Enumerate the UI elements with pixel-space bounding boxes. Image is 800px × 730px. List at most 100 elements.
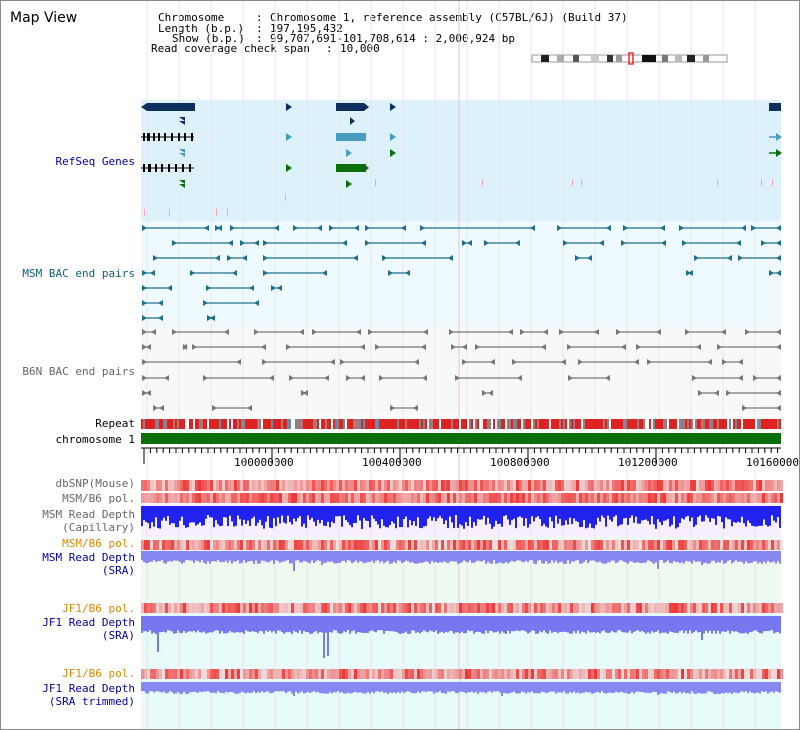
depth-bar (643, 682, 645, 693)
depth-bar (251, 551, 253, 562)
depth-bar (195, 551, 197, 561)
depth-bar (345, 551, 347, 563)
depth-bar (639, 551, 641, 564)
heat-cell (495, 493, 498, 503)
depth-bar (615, 506, 617, 516)
heat-cell (564, 669, 567, 679)
depth-bar (193, 682, 195, 692)
heat-cell (414, 480, 417, 491)
heat-cell (291, 603, 294, 613)
heat-cell (177, 493, 180, 503)
depth-bar (201, 682, 203, 693)
chromosome-ideogram[interactable] (531, 52, 728, 65)
depth-bar (197, 682, 199, 693)
depth-bar (643, 506, 645, 520)
bac-end-marker (330, 359, 335, 365)
heat-cell (321, 493, 324, 503)
heat-cell (564, 603, 567, 613)
depth-bar (381, 551, 383, 562)
depth-bar (313, 682, 315, 692)
depth-bar (559, 682, 561, 693)
depth-bar (419, 682, 421, 694)
heat-cell (564, 540, 567, 550)
heat-cell (576, 603, 579, 613)
depth-bar (615, 551, 617, 564)
heat-cell (321, 669, 324, 679)
repeat-element (321, 419, 323, 429)
depth-bar (423, 682, 425, 692)
heat-cell (318, 669, 321, 679)
depth-bar (255, 682, 257, 694)
depth-bar (585, 682, 587, 692)
bac-end-marker (423, 329, 428, 335)
heat-cell (231, 669, 234, 679)
track-label-msm-pol-1: MSM/B6 pol. (62, 492, 135, 505)
depth-bar (563, 616, 565, 632)
depth-bar (499, 616, 501, 634)
heat-cell (324, 669, 327, 679)
depth-bar (649, 682, 651, 694)
depth-bar (731, 682, 733, 694)
depth-bar (417, 551, 419, 564)
heat-cell (180, 603, 183, 613)
depth-bar (673, 682, 675, 692)
depth-bar (549, 551, 551, 564)
heat-cell (276, 540, 279, 550)
bac-end-marker (482, 390, 487, 396)
heat-cell (441, 669, 444, 679)
depth-bar (475, 551, 477, 562)
heat-cell (681, 540, 684, 550)
heat-cell (249, 669, 252, 679)
depth-bar (755, 551, 757, 562)
depth-bar (641, 682, 643, 693)
heat-cell (462, 493, 465, 503)
heat-cell (162, 493, 165, 503)
depth-bar (637, 682, 639, 692)
heat-cell (201, 603, 204, 613)
repeat-element (615, 419, 617, 429)
heat-cell (174, 493, 177, 503)
heat-cell (477, 493, 480, 503)
heat-cell (774, 480, 777, 491)
msm-bac-end-pairs-track[interactable] (142, 225, 781, 321)
depth-bar (681, 616, 683, 631)
depth-bar (297, 682, 299, 694)
heat-cell (312, 540, 315, 550)
heat-cell (669, 669, 672, 679)
heat-cell (189, 540, 192, 550)
heat-cell (708, 540, 711, 550)
depth-bar (573, 682, 575, 692)
heat-cell (519, 603, 522, 613)
depth-bar (513, 551, 515, 563)
heat-cell (144, 493, 147, 503)
b6n-bac-end-pairs-track[interactable] (142, 329, 781, 411)
heat-cell (144, 669, 147, 679)
heat-cell (231, 480, 234, 491)
repeat-element (247, 419, 249, 429)
depth-bar (191, 682, 193, 693)
depth-bar (573, 551, 575, 562)
depth-bar (503, 616, 505, 633)
heat-cell (222, 540, 225, 550)
heat-cell (306, 493, 309, 503)
heat-cell (756, 480, 759, 491)
heat-cell (333, 493, 336, 503)
heat-cell (549, 603, 552, 613)
heat-cell (207, 669, 210, 679)
heat-cell (516, 669, 519, 679)
depth-bar (165, 682, 167, 694)
depth-bar (341, 551, 343, 562)
heat-cell (303, 669, 306, 679)
depth-bar (437, 506, 439, 519)
depth-bar (665, 551, 667, 562)
heat-cell (687, 669, 690, 679)
bac-end-marker (203, 375, 208, 381)
depth-bar (151, 551, 153, 562)
refseq-genes-track[interactable] (141, 103, 782, 216)
depth-bar (455, 551, 457, 562)
depth-bar (651, 551, 653, 563)
bac-end-marker (158, 300, 163, 306)
depth-bar (299, 506, 301, 517)
depth-bar (277, 682, 279, 692)
